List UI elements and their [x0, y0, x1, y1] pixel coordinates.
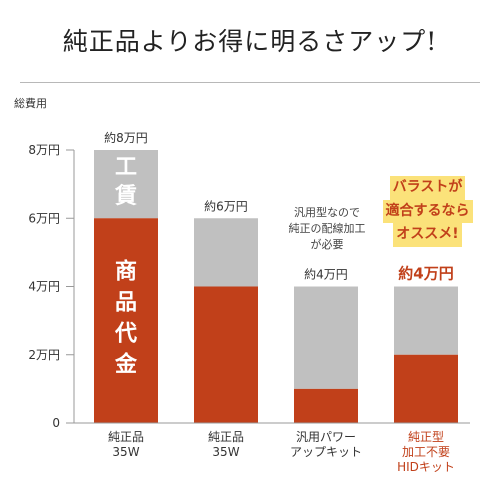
- bar-labor-segment: [194, 218, 258, 287]
- x-category-label: 加工不要: [402, 445, 450, 459]
- x-category-label: 純正品: [208, 430, 244, 444]
- labor-segment-label: 工: [115, 155, 137, 180]
- y-tick-label: 2万円: [28, 348, 60, 362]
- bar-price-label: 約6万円: [204, 198, 248, 213]
- wiring-note-line: が必要: [310, 237, 344, 251]
- ballast-note-line: バラストが: [389, 176, 466, 200]
- bar-labor-segment: [394, 286, 458, 355]
- bar-price-label: 約4万円: [398, 265, 453, 283]
- bar-product-segment: [394, 354, 458, 423]
- wiring-note-line: 純正の配線加工: [288, 221, 366, 235]
- y-axis-title: 総費用: [14, 96, 47, 110]
- y-tick-label: 4万円: [28, 280, 60, 294]
- y-tick-label: 6万円: [28, 211, 60, 225]
- product-segment-label: 品: [115, 290, 137, 315]
- wiring-note: 汎用型なので 純正の配線加工 が必要: [262, 205, 392, 253]
- y-tick-label: 8万円: [28, 143, 60, 157]
- wiring-note-line: 汎用型なので: [294, 206, 360, 219]
- x-category-label: HIDキット: [397, 460, 455, 474]
- headline: 純正品よりお得に明るさアップ!: [62, 27, 438, 56]
- bar-labor-segment: [294, 286, 358, 389]
- x-category-label: 35W: [112, 445, 139, 459]
- y-tick-label: 0: [52, 416, 60, 430]
- x-category-label: 純正型: [408, 430, 444, 444]
- x-category-label: 35W: [212, 445, 239, 459]
- headline-divider: [20, 82, 480, 83]
- x-category-label: 純正品: [108, 430, 144, 444]
- ballast-note-line: 適合するなら: [382, 199, 473, 224]
- product-segment-label: 金: [114, 351, 138, 377]
- ballast-note-line: オススメ!: [393, 223, 462, 247]
- product-segment-label: 代: [114, 321, 137, 346]
- bar-price-label: 約4万円: [304, 267, 348, 282]
- ballast-recommend-note: バラストが 適合するなら オススメ!: [370, 176, 485, 247]
- labor-segment-label: 賃: [114, 184, 137, 209]
- bar-product-segment: [294, 388, 358, 423]
- product-segment-label: 商: [115, 258, 137, 284]
- bar-product-segment: [194, 286, 258, 423]
- bar-price-label: 約8万円: [104, 130, 148, 145]
- bar-labor-segment: [94, 150, 158, 219]
- bar-product-segment: [94, 218, 158, 423]
- x-category-label: 汎用パワー: [296, 430, 356, 444]
- x-category-label: アップキット: [290, 445, 362, 459]
